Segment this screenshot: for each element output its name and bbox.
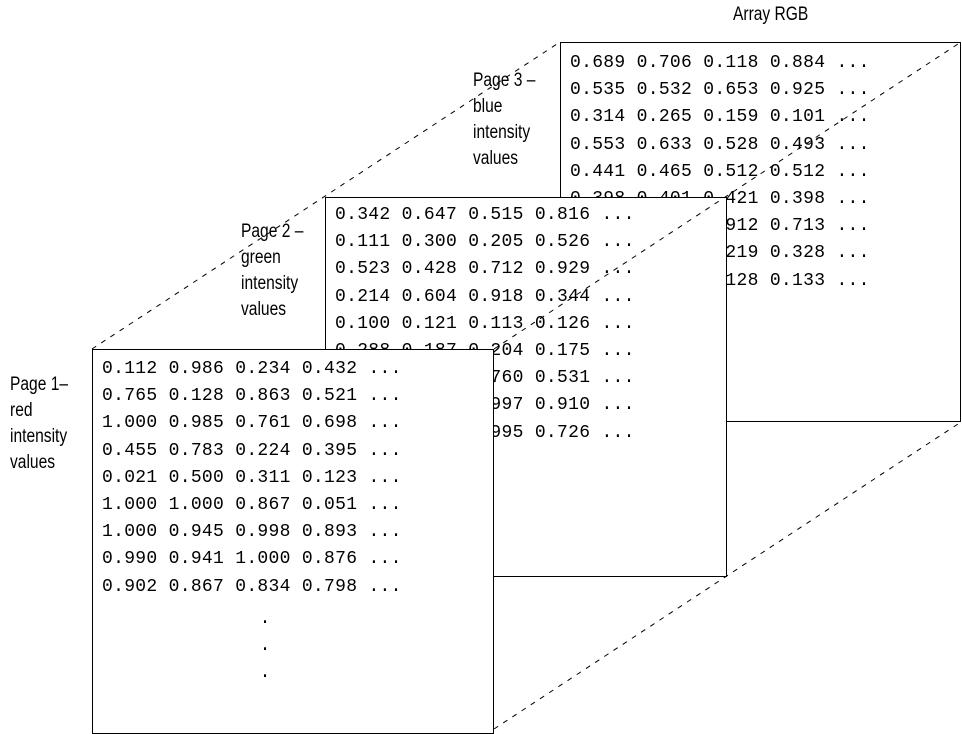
page-1-label: Page 1– red intensity values bbox=[10, 372, 68, 476]
guide-line-top-left bbox=[91, 41, 561, 350]
label-line: Page 1– bbox=[10, 374, 69, 395]
table-row: 1.000 0.985 0.761 0.698 ... bbox=[102, 413, 402, 434]
label-line: values bbox=[241, 299, 287, 320]
table-row: 0.523 0.428 0.712 0.929 ... bbox=[335, 259, 635, 280]
table-row: 0.553 0.633 0.528 0.493 ... bbox=[570, 134, 870, 155]
label-line: green bbox=[241, 247, 281, 268]
label-line: intensity bbox=[473, 122, 531, 143]
table-row: 0.214 0.604 0.918 0.344 ... bbox=[335, 286, 635, 307]
table-row: 0.765 0.128 0.863 0.521 ... bbox=[102, 386, 402, 407]
label-line: intensity bbox=[10, 426, 68, 447]
label-line: values bbox=[10, 452, 56, 473]
table-row: 0.990 0.941 1.000 0.876 ... bbox=[102, 549, 402, 570]
page-1-red: 0.112 0.986 0.234 0.432 ... 0.765 0.128 … bbox=[92, 349, 494, 734]
table-row: 0.342 0.647 0.515 0.816 ... bbox=[335, 205, 635, 225]
table-row: 1.000 0.945 0.998 0.893 ... bbox=[102, 522, 402, 543]
table-row: 0.455 0.783 0.224 0.395 ... bbox=[102, 440, 402, 461]
label-line: intensity bbox=[241, 273, 299, 294]
label-line: blue bbox=[473, 96, 503, 117]
continuation-dots: . . . bbox=[259, 609, 271, 683]
table-row: 0.111 0.300 0.205 0.526 ... bbox=[335, 232, 635, 253]
label-line: values bbox=[473, 148, 519, 169]
guide-line-top-right bbox=[493, 41, 962, 350]
table-row: 0.112 0.986 0.234 0.432 ... bbox=[102, 359, 402, 379]
table-row: 0.689 0.706 0.118 0.884 ... bbox=[570, 53, 870, 73]
table-row: 0.100 0.121 0.113 0.126 ... bbox=[335, 313, 635, 334]
table-row: 0.021 0.500 0.311 0.123 ... bbox=[102, 467, 402, 488]
table-row: 1.000 1.000 0.867 0.051 ... bbox=[102, 494, 402, 515]
label-line: Page 3 – bbox=[473, 70, 536, 91]
page-1-values: 0.112 0.986 0.234 0.432 ... 0.765 0.128 … bbox=[102, 356, 402, 601]
page-2-label: Page 2 – green intensity values bbox=[241, 219, 303, 323]
table-row: 0.314 0.265 0.159 0.101 ... bbox=[570, 107, 870, 128]
label-line: Page 2 – bbox=[241, 221, 304, 242]
table-row: 0.535 0.532 0.653 0.925 ... bbox=[570, 80, 870, 101]
page-3-label: Page 3 – blue intensity values bbox=[473, 68, 535, 172]
guide-line-bottom-right bbox=[493, 421, 962, 729]
table-row: 0.441 0.465 0.512 0.512 ... bbox=[570, 161, 870, 182]
table-row: 0.902 0.867 0.834 0.798 ... bbox=[102, 576, 402, 597]
array-title: Array RGB bbox=[733, 4, 809, 25]
label-line: red bbox=[10, 400, 33, 421]
